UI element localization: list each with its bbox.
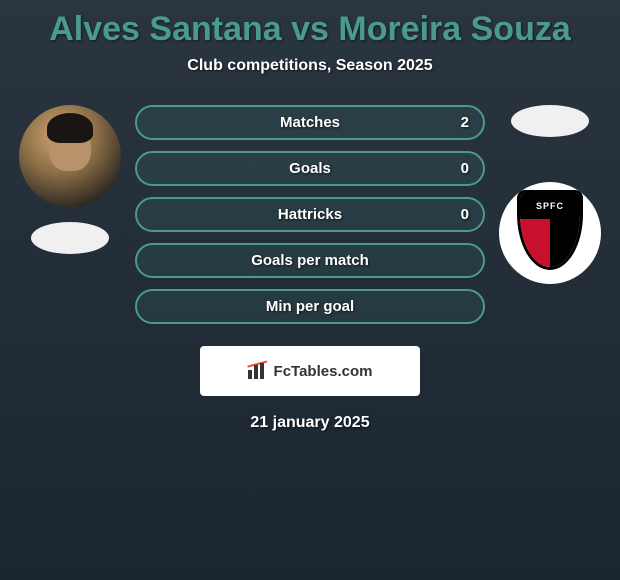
- badge-colors: [520, 219, 580, 270]
- stat-label: Goals per match: [251, 252, 369, 269]
- stat-row-hattricks: Hattricks 0: [135, 197, 485, 232]
- badge-shield: SPFC: [517, 190, 583, 270]
- stat-label: Min per goal: [266, 298, 354, 315]
- stat-value: 0: [461, 160, 469, 177]
- stat-value: 2: [461, 114, 469, 131]
- badge-black-half: [550, 219, 580, 270]
- stat-value: 0: [461, 206, 469, 223]
- attribution-box: FcTables.com: [200, 346, 420, 396]
- stat-row-goals: Goals 0: [135, 151, 485, 186]
- chart-icon: [248, 363, 268, 379]
- attribution-text: FcTables.com: [274, 363, 373, 380]
- left-player-column: [15, 105, 125, 254]
- right-player-column: SPFC: [495, 105, 605, 284]
- badge-text: SPFC: [520, 193, 580, 219]
- stat-row-min-per-goal: Min per goal: [135, 289, 485, 324]
- badge-red-half: [520, 219, 550, 270]
- player-avatar-left: [19, 105, 121, 207]
- club-badge-right: SPFC: [499, 182, 601, 284]
- stats-column: Matches 2 Goals 0 Hattricks 0 Goals per …: [135, 105, 485, 324]
- flag-badge-right: [511, 105, 589, 137]
- stat-label: Goals: [289, 160, 331, 177]
- comparison-container: Alves Santana vs Moreira Souza Club comp…: [0, 0, 620, 442]
- main-layout: Matches 2 Goals 0 Hattricks 0 Goals per …: [0, 105, 620, 324]
- page-title: Alves Santana vs Moreira Souza: [0, 10, 620, 49]
- flag-badge-left: [31, 222, 109, 254]
- chart-icon-line: [247, 361, 268, 374]
- page-subtitle: Club competitions, Season 2025: [0, 57, 620, 75]
- stat-label: Hattricks: [278, 206, 342, 223]
- stat-row-goals-per-match: Goals per match: [135, 243, 485, 278]
- badge-inner: SPFC: [507, 190, 593, 276]
- stat-label: Matches: [280, 114, 340, 131]
- stat-row-matches: Matches 2: [135, 105, 485, 140]
- date-text: 21 january 2025: [0, 414, 620, 432]
